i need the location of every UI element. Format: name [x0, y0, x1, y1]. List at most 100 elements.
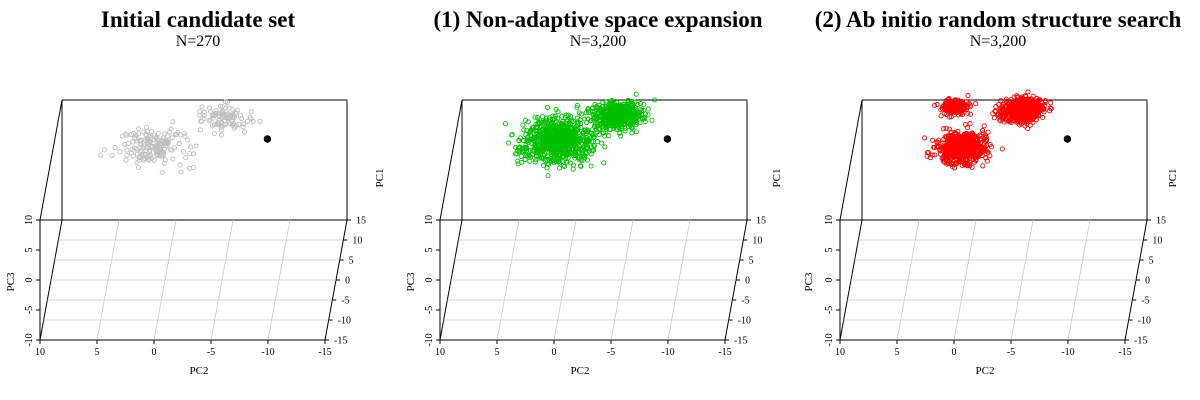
data-point	[595, 110, 601, 116]
data-point	[934, 139, 940, 145]
data-point	[137, 154, 143, 160]
data-point	[560, 122, 566, 128]
data-point	[633, 129, 639, 135]
data-points	[921, 89, 1072, 171]
data-point	[244, 118, 250, 124]
data-point	[964, 143, 970, 149]
data-point	[238, 115, 245, 121]
data-point	[934, 102, 940, 108]
data-point	[968, 111, 974, 117]
data-point	[638, 101, 644, 107]
data-point	[637, 107, 643, 113]
data-point	[1048, 100, 1054, 106]
data-point	[563, 159, 569, 165]
data-point	[147, 139, 153, 145]
data-point	[522, 117, 529, 123]
data-point	[578, 157, 584, 163]
data-point	[514, 151, 520, 157]
data-point	[532, 159, 538, 165]
data-point	[521, 127, 527, 133]
data-point	[582, 155, 588, 161]
data-point	[1018, 117, 1024, 123]
data-point	[1034, 108, 1040, 114]
floor-grid	[843, 219, 1144, 341]
data-point	[98, 152, 104, 158]
y-tick-label: 5	[24, 248, 35, 253]
y-axis-label: PC3	[803, 272, 815, 291]
floor-grid	[43, 219, 344, 341]
data-point	[162, 143, 168, 149]
data-point	[954, 139, 961, 145]
data-point	[169, 135, 175, 141]
data-point	[973, 101, 979, 107]
data-point	[595, 121, 601, 127]
data-point	[1004, 98, 1010, 104]
x-tick-label: -5	[607, 347, 615, 358]
data-point	[570, 166, 576, 172]
data-point	[257, 118, 263, 124]
data-point	[948, 156, 954, 162]
data-point	[569, 151, 575, 157]
data-point	[163, 138, 169, 144]
z-tick-label: 5	[1149, 256, 1154, 267]
z-tick-label: 0	[745, 276, 750, 287]
data-point	[185, 137, 191, 143]
data-point	[559, 113, 565, 119]
data-point	[1017, 122, 1023, 128]
data-point	[962, 161, 968, 167]
data-point	[210, 115, 216, 121]
z-tick-label: -10	[338, 316, 351, 327]
data-point	[633, 91, 639, 97]
z-tick-label: -5	[1141, 296, 1149, 307]
data-point	[593, 104, 600, 110]
plot-box	[439, 99, 748, 341]
data-point	[521, 138, 527, 144]
y-axis-ticks: 10 5 0 -5 -10	[824, 215, 840, 347]
data-point	[984, 158, 990, 164]
z-tick-label: 5	[349, 256, 354, 267]
data-point	[589, 138, 595, 144]
data-point	[531, 135, 537, 141]
data-point	[996, 113, 1002, 120]
data-point	[611, 100, 617, 106]
data-point	[641, 102, 647, 108]
data-point	[532, 142, 538, 148]
data-point	[623, 117, 629, 123]
data-point	[1030, 120, 1036, 126]
data-points	[502, 91, 672, 179]
x-tick-label: -15	[318, 347, 331, 358]
floor-grid	[443, 219, 744, 341]
data-point	[938, 113, 944, 119]
data-point	[247, 115, 253, 121]
data-point	[947, 126, 953, 132]
data-point	[942, 104, 948, 111]
data-point	[577, 163, 584, 169]
y-axis-label: PC3	[5, 272, 17, 291]
data-point	[573, 135, 579, 141]
data-point	[552, 116, 558, 122]
box-edge	[39, 99, 63, 221]
data-point	[154, 153, 161, 159]
data-point	[1034, 95, 1040, 102]
data-point	[562, 163, 568, 169]
data-point	[557, 165, 563, 171]
data-point	[544, 104, 550, 110]
data-point	[589, 148, 595, 154]
data-point	[975, 143, 981, 150]
x-axis-ticks: 10 5 0 -5 -10 -15	[35, 340, 332, 358]
data-point	[542, 121, 548, 127]
data-point	[540, 141, 546, 147]
data-point	[1047, 105, 1053, 111]
data-point	[560, 151, 566, 157]
data-point	[581, 153, 587, 159]
data-point	[938, 107, 944, 113]
data-point	[634, 115, 640, 121]
data-point	[155, 149, 161, 155]
data-point	[1033, 117, 1039, 123]
z-axis-ticks: 15 10 5 0 -5 -10 -15	[325, 216, 366, 347]
data-point	[599, 107, 605, 113]
z-tick-label: 5	[749, 256, 754, 267]
data-point	[526, 152, 532, 158]
z-tick-label: -10	[738, 316, 751, 327]
data-point	[945, 132, 951, 139]
